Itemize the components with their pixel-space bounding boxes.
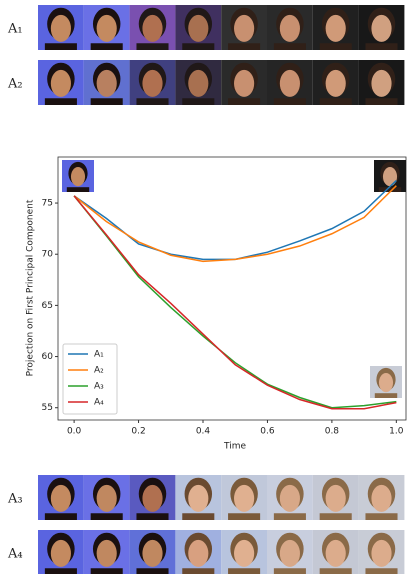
x-tick-label: 0.0 [67, 427, 82, 437]
row-label: A₁ [7, 22, 23, 37]
face-skin [71, 167, 85, 186]
face-shoulders [136, 43, 168, 50]
face-skin [142, 70, 162, 97]
y-tick-label: 70 [42, 250, 54, 260]
face-shoulders [45, 568, 77, 574]
face-shoulders [228, 513, 260, 520]
face-skin [188, 15, 208, 42]
face-skin [280, 540, 300, 567]
face-shoulders [365, 513, 397, 520]
series-line [74, 186, 396, 262]
face-skin [326, 485, 346, 512]
row-label: A₃ [7, 492, 23, 507]
figure: Time Projection on First Principal Compo… [0, 0, 408, 574]
face-skin [234, 15, 254, 42]
face-skin [234, 70, 254, 97]
face-shoulders [45, 98, 77, 105]
face-shoulders [274, 98, 306, 105]
y-tick-label: 75 [42, 199, 53, 209]
face-skin [371, 70, 391, 97]
face-skin [371, 540, 391, 567]
face-skin [142, 485, 162, 512]
face-shoulders [320, 568, 352, 574]
legend-label: A₄ [94, 398, 104, 408]
face-skin [326, 540, 346, 567]
face-skin [326, 70, 346, 97]
face-shoulders [228, 98, 260, 105]
face-shoulders [136, 98, 168, 105]
face-shoulders [182, 513, 214, 520]
face-skin [371, 15, 391, 42]
face-shoulders [274, 43, 306, 50]
face-skin [280, 15, 300, 42]
face-skin [51, 540, 71, 567]
face-skin [280, 485, 300, 512]
y-axis-label: Projection on First Principal Component [26, 199, 36, 376]
legend-label: A₁ [94, 350, 104, 360]
face-shoulders [320, 98, 352, 105]
face-skin [188, 70, 208, 97]
face-shoulders [228, 568, 260, 574]
series-line [74, 181, 396, 260]
face-skin [51, 485, 71, 512]
series-line [74, 196, 396, 409]
x-tick-label: 0.8 [325, 427, 340, 437]
face-skin [97, 485, 117, 512]
x-tick-label: 0.4 [196, 427, 211, 437]
face-shoulders [45, 513, 77, 520]
face-skin [234, 540, 254, 567]
face-skin [97, 540, 117, 567]
row-label: A₂ [7, 77, 23, 92]
face-skin [371, 485, 391, 512]
face-shoulders [365, 568, 397, 574]
x-tick-label: 0.2 [131, 427, 145, 437]
face-shoulders [365, 98, 397, 105]
x-tick-label: 0.6 [260, 427, 275, 437]
face-shoulders [274, 568, 306, 574]
face-shoulders [182, 43, 214, 50]
y-tick-label: 65 [42, 301, 53, 311]
x-tick-label: 1.0 [389, 427, 404, 437]
legend-label: A₃ [94, 382, 104, 392]
face-shoulders [136, 568, 168, 574]
face-shoulders [91, 513, 123, 520]
face-shoulders [320, 513, 352, 520]
x-axis-label: Time [223, 442, 246, 452]
face-skin [97, 15, 117, 42]
y-tick-label: 60 [42, 352, 54, 362]
face-shoulders [228, 43, 260, 50]
face-shoulders [91, 568, 123, 574]
face-shoulders [182, 568, 214, 574]
series-line [74, 196, 396, 408]
face-shoulders [91, 43, 123, 50]
face-skin [326, 15, 346, 42]
face-skin [97, 70, 117, 97]
y-tick-label: 55 [42, 403, 53, 413]
face-skin [379, 373, 393, 392]
face-shoulders [375, 393, 397, 398]
face-skin [51, 70, 71, 97]
face-shoulders [136, 513, 168, 520]
face-shoulders [365, 43, 397, 50]
face-skin [51, 15, 71, 42]
face-skin [188, 485, 208, 512]
face-skin [142, 540, 162, 567]
face-shoulders [274, 513, 306, 520]
face-shoulders [67, 187, 89, 192]
face-shoulders [45, 43, 77, 50]
face-skin [280, 70, 300, 97]
row-label: A₄ [7, 547, 23, 562]
legend-label: A₂ [94, 366, 104, 376]
face-shoulders [182, 98, 214, 105]
face-shoulders [91, 98, 123, 105]
face-skin [142, 15, 162, 42]
face-skin [383, 167, 397, 186]
face-shoulders [320, 43, 352, 50]
face-skin [188, 540, 208, 567]
face-skin [234, 485, 254, 512]
